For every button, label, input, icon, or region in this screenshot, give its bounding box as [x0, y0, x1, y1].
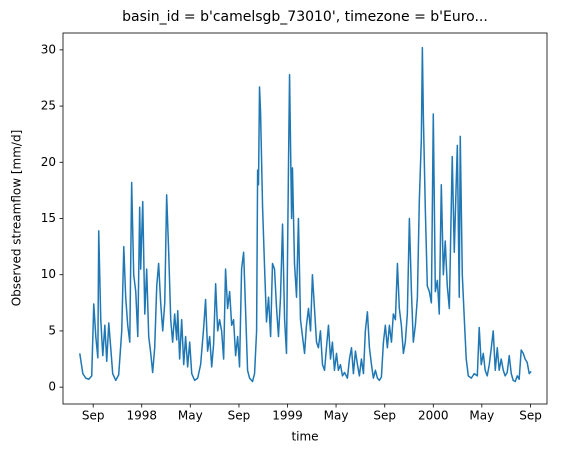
x-tick-label: May: [324, 409, 349, 423]
y-tick-label: 30: [41, 42, 56, 56]
y-tick-label: 5: [48, 323, 56, 337]
x-tick-label: May: [178, 409, 203, 423]
x-axis-label: time: [291, 430, 318, 444]
x-tick-label: Sep: [373, 409, 396, 423]
y-tick-label: 20: [41, 155, 56, 169]
y-tick-label: 0: [48, 380, 56, 394]
y-tick-label: 25: [41, 99, 56, 113]
plot-frame: [62, 32, 548, 405]
x-tick-label: Sep: [519, 409, 542, 423]
y-axis-label: Observed streamflow [mm/d]: [10, 130, 24, 307]
series-line: [79, 46, 532, 383]
x-tick-label: 2000: [418, 409, 449, 423]
x-tick-label: 1998: [126, 409, 157, 423]
x-tick-label: Sep: [82, 409, 105, 423]
y-tick-label: 15: [41, 211, 56, 225]
x-tick-label: Sep: [228, 409, 251, 423]
x-tick-label: May: [469, 409, 494, 423]
x-tick-label: 1999: [272, 409, 303, 423]
chart-title: basin_id = b'camelsgb_73010', timezone =…: [122, 9, 488, 25]
y-tick-label: 10: [41, 267, 56, 281]
